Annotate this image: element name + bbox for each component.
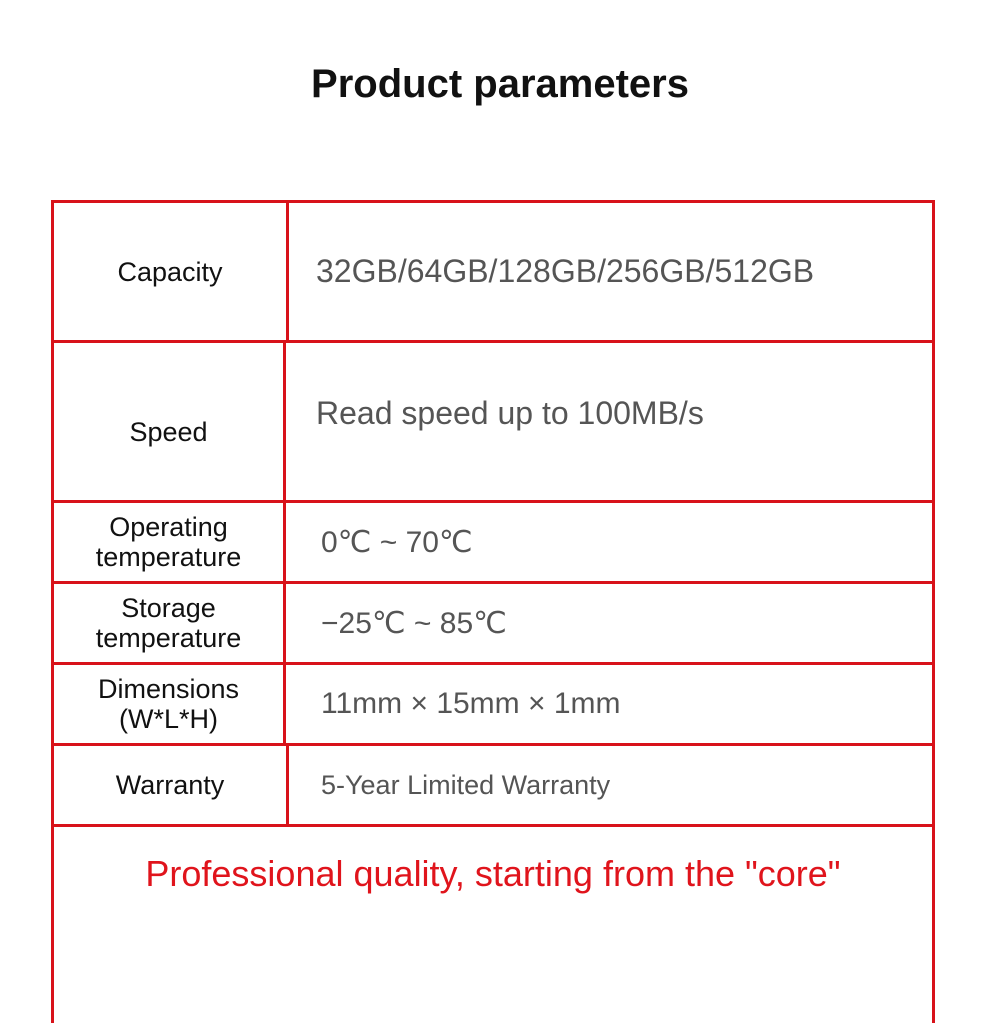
tagline: Professional quality, starting from the …: [145, 853, 841, 894]
row-label: Warranty: [54, 746, 289, 824]
row-label: Dimensions (W*L*H): [54, 665, 286, 743]
row-value: 32GB/64GB/128GB/256GB/512GB: [316, 253, 815, 289]
row-value: 11mm × 15mm × 1mm: [321, 687, 621, 720]
table-row: Capacity 32GB/64GB/128GB/256GB/512GB: [54, 203, 932, 343]
table-row: Warranty 5-Year Limited Warranty: [54, 746, 932, 827]
row-label: Speed: [54, 343, 286, 500]
row-label: Storage temperature: [54, 584, 286, 662]
row-value: 5-Year Limited Warranty: [321, 769, 611, 800]
row-value: Read speed up to 100MB/s: [316, 395, 704, 431]
row-label: Capacity: [54, 203, 289, 340]
table-row: Dimensions (W*L*H) 11mm × 15mm × 1mm: [54, 665, 932, 746]
row-label: Operating temperature: [54, 503, 286, 581]
table-row: Operating temperature 0℃ ~ 70℃: [54, 503, 932, 584]
row-value: 0℃ ~ 70℃: [321, 525, 473, 559]
spec-table: Capacity 32GB/64GB/128GB/256GB/512GB Spe…: [51, 200, 935, 1023]
table-row: Speed Read speed up to 100MB/s: [54, 343, 932, 503]
page-title: Product parameters: [311, 62, 689, 106]
table-row: Storage temperature −25℃ ~ 85℃: [54, 584, 932, 665]
row-value: −25℃ ~ 85℃: [321, 606, 507, 640]
